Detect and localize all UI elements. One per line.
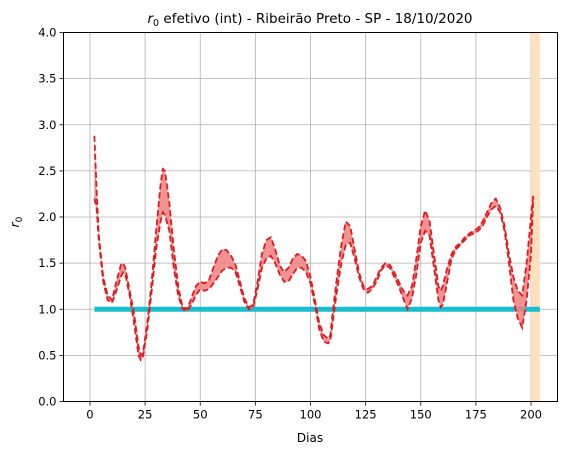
y-tick-label: 1.5 xyxy=(38,256,56,270)
y-tick-label: 0.5 xyxy=(38,348,56,362)
x-tick-label: 175 xyxy=(465,408,487,422)
y-axis-label: r0 xyxy=(8,216,25,227)
lower-bound-line xyxy=(93,196,535,362)
ylabel-sub: 0 xyxy=(15,216,25,222)
y-tick-label: 2.0 xyxy=(38,210,56,224)
forecast-span xyxy=(531,32,540,402)
y-tick-label: 1.0 xyxy=(38,302,56,316)
x-tick-label: 100 xyxy=(300,408,322,422)
x-tick-label: 125 xyxy=(355,408,377,422)
chart-title: r0 efetivo (int) - Ribeirão Preto - SP -… xyxy=(147,11,472,29)
title-sub: 0 xyxy=(153,18,159,29)
title-rest: efetivo (int) - Ribeirão Preto - SP - 18… xyxy=(159,11,472,27)
x-axis-ticks: 0 25 50 75 100 125 150 175 200 xyxy=(86,401,542,422)
y-tick-label: 3.0 xyxy=(38,118,56,132)
x-tick-label: 200 xyxy=(520,408,542,422)
x-tick-label: 75 xyxy=(248,408,263,422)
y-tick-label: 0.0 xyxy=(38,395,56,409)
x-tick-label: 25 xyxy=(138,408,153,422)
y-axis-ticks: 0.0 0.5 1.0 1.5 2.0 2.5 3.0 3.5 4.0 xyxy=(38,26,64,409)
x-axis-label: Dias xyxy=(297,431,323,445)
y-tick-label: 3.5 xyxy=(38,72,56,86)
x-tick-label: 50 xyxy=(193,408,208,422)
ylabel-var: r xyxy=(8,221,22,227)
x-tick-label: 150 xyxy=(410,408,432,422)
series-lines xyxy=(93,135,535,362)
upper-bound-line xyxy=(93,135,535,358)
x-tick-label: 0 xyxy=(86,408,93,422)
shaded-span xyxy=(531,32,540,402)
y-tick-label: 4.0 xyxy=(38,26,56,40)
title-var: r xyxy=(147,11,154,27)
y-tick-label: 2.5 xyxy=(38,164,56,178)
